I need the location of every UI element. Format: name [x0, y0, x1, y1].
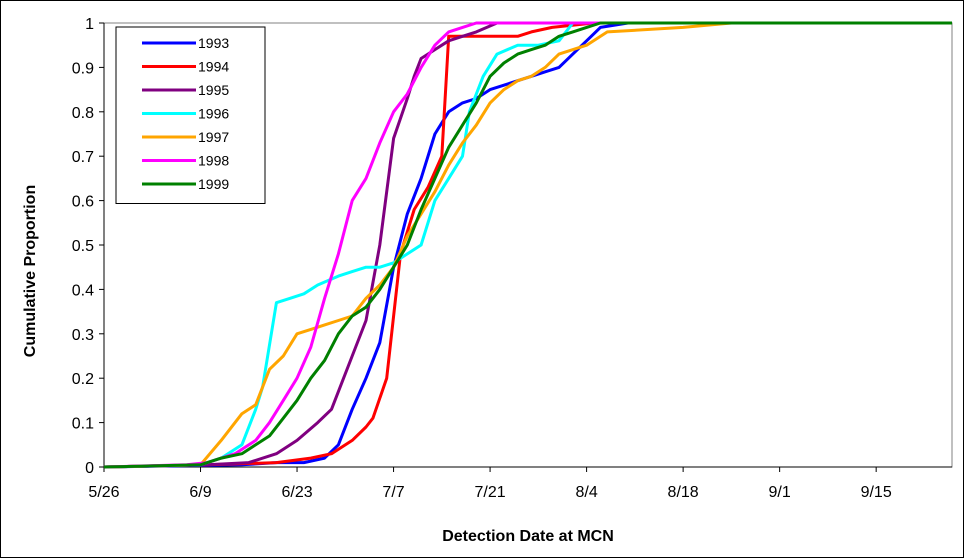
y-tick-label: 0.4 [72, 282, 94, 299]
series-line-1999 [103, 21, 952, 469]
legend-box [115, 26, 266, 204]
series-layer [103, 21, 952, 469]
x-tick-label: 8/18 [668, 484, 699, 501]
y-axis-title: Cumulative Proportion [22, 185, 39, 357]
y-tick-label: 0.5 [72, 238, 94, 255]
y-tick-label: 0.7 [72, 149, 94, 166]
y-tick-label: 0.2 [72, 371, 94, 388]
x-axis-title: Detection Date at MCN [442, 528, 614, 545]
x-tick-label: 7/21 [475, 484, 506, 501]
x-tick-label: 6/9 [189, 484, 211, 501]
x-tick-label: 8/4 [575, 484, 597, 501]
y-tick-label: 1 [85, 16, 94, 33]
x-tick-label: 5/26 [88, 484, 119, 501]
legend-label-1998: 1998 [198, 153, 229, 169]
y-tick-label: 0.1 [72, 416, 94, 433]
series-line-1995 [103, 21, 952, 469]
y-axis-ticks: 0 0.1 0.2 0.3 0.4 0.5 0.6 0.7 0.8 0.9 1 [72, 16, 104, 477]
legend-label-1993: 1993 [198, 35, 229, 51]
x-tick-label: 7/7 [382, 484, 404, 501]
y-tick-label: 0.8 [72, 105, 94, 122]
y-tick-label: 0 [85, 460, 94, 477]
x-axis-ticks: 5/26 6/9 6/23 7/7 7/21 8/4 8/18 9/1 9/15 [88, 467, 892, 501]
x-tick-label: 9/1 [769, 484, 791, 501]
legend-label-1999: 1999 [198, 176, 229, 192]
series-line-1994 [103, 21, 952, 469]
legend-label-1995: 1995 [198, 82, 229, 98]
legend: 1993 1994 1995 1996 1997 1998 1999 [115, 26, 266, 204]
x-tick-label: 6/23 [281, 484, 312, 501]
y-tick-label: 0.6 [72, 194, 94, 211]
series-line-1998 [103, 21, 952, 469]
legend-label-1996: 1996 [198, 106, 229, 122]
x-tick-label: 9/15 [861, 484, 892, 501]
y-tick-label: 0.9 [72, 60, 94, 77]
legend-label-1994: 1994 [198, 59, 229, 75]
legend-label-1997: 1997 [198, 129, 229, 145]
y-tick-label: 0.3 [72, 327, 94, 344]
